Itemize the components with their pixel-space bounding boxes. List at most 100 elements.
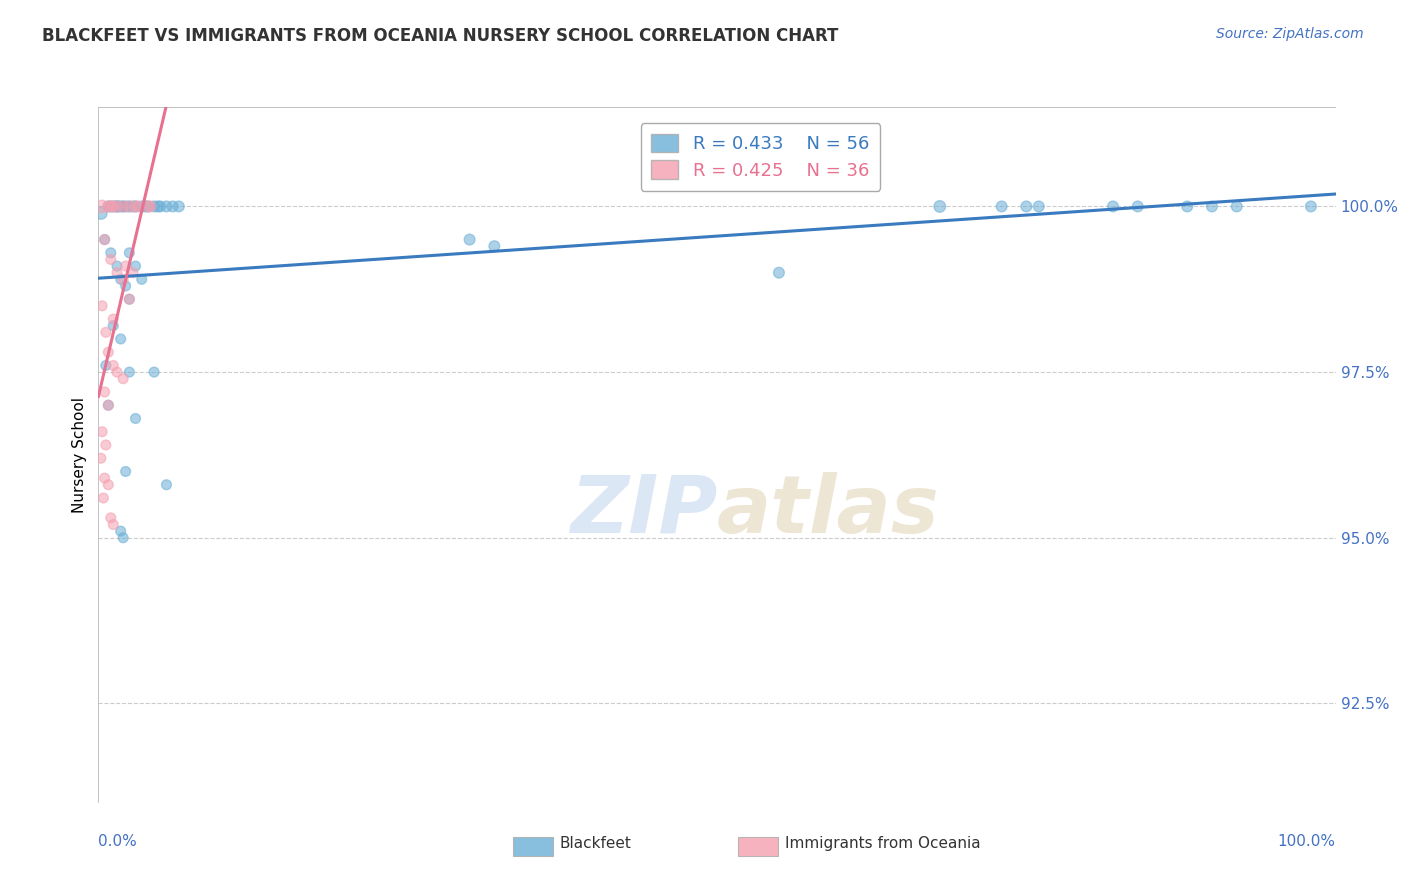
Point (134, 199, 156, 213)
Point (114, 199, 136, 213)
Point (143, 199, 166, 213)
Point (1226, 199, 1249, 213)
Point (155, 199, 177, 213)
Point (110, 199, 132, 213)
Point (1028, 199, 1050, 213)
Point (97, 398, 120, 412)
Text: 0.0%: 0.0% (98, 834, 138, 849)
Point (94, 438, 117, 452)
Point (91, 425, 114, 439)
Point (100, 245, 122, 260)
Point (112, 199, 135, 213)
Point (103, 318, 125, 333)
Point (136, 199, 159, 213)
Point (124, 411, 146, 425)
Point (146, 199, 169, 213)
Legend: R = 0.433    N = 56, R = 0.425    N = 36: R = 0.433 N = 56, R = 0.425 N = 36 (641, 123, 880, 191)
Text: 100.0%: 100.0% (1278, 834, 1336, 849)
Point (118, 292, 141, 306)
Text: Immigrants from Oceania: Immigrants from Oceania (785, 837, 980, 851)
Point (100, 199, 122, 213)
Point (114, 279, 136, 293)
Point (1126, 199, 1149, 213)
Point (91, 299, 114, 313)
Point (143, 365, 166, 379)
Point (118, 199, 141, 213)
Point (105, 199, 128, 213)
Point (136, 199, 159, 213)
Point (112, 199, 135, 213)
Point (97, 345, 120, 359)
Point (458, 233, 481, 247)
Point (91, 199, 114, 213)
Point (162, 199, 184, 213)
Point (124, 199, 146, 213)
Point (94, 359, 117, 373)
Point (1102, 199, 1125, 213)
Point (768, 266, 790, 280)
Text: atlas: atlas (717, 472, 939, 549)
Point (90, 451, 112, 466)
Point (118, 199, 141, 213)
Point (93, 233, 115, 247)
Point (105, 199, 128, 213)
Point (103, 312, 125, 326)
Point (93, 384, 115, 399)
Point (93, 491, 115, 505)
Point (1175, 199, 1198, 213)
Point (167, 199, 190, 213)
Y-axis label: Nursery School: Nursery School (72, 397, 87, 513)
Point (103, 199, 125, 213)
Point (990, 199, 1012, 213)
Point (103, 199, 125, 213)
Point (131, 199, 153, 213)
Point (118, 365, 141, 379)
Point (122, 199, 145, 213)
Point (105, 266, 128, 280)
Point (110, 332, 132, 346)
Point (149, 199, 172, 213)
Point (100, 199, 122, 213)
Point (112, 531, 135, 545)
Point (93, 233, 115, 247)
Text: Source: ZipAtlas.com: Source: ZipAtlas.com (1216, 27, 1364, 41)
Point (97, 398, 120, 412)
Point (110, 272, 132, 286)
Point (103, 517, 125, 532)
Point (105, 365, 128, 379)
Point (112, 272, 135, 286)
Point (97, 199, 120, 213)
Point (118, 292, 141, 306)
Point (155, 477, 177, 491)
Point (124, 199, 146, 213)
Point (94, 326, 117, 340)
Point (928, 199, 950, 213)
Point (114, 465, 136, 479)
Point (90, 206, 112, 220)
Point (100, 511, 122, 525)
Point (484, 239, 506, 253)
Point (114, 259, 136, 273)
Point (118, 245, 141, 260)
Point (100, 252, 122, 267)
Text: ZIP: ZIP (569, 472, 717, 549)
Point (105, 259, 128, 273)
Point (97, 199, 120, 213)
Point (1299, 199, 1322, 213)
Point (124, 259, 146, 273)
Point (122, 266, 145, 280)
Text: Blackfeet: Blackfeet (560, 837, 631, 851)
Point (131, 272, 153, 286)
Point (104, 199, 127, 213)
Text: BLACKFEET VS IMMIGRANTS FROM OCEANIA NURSERY SCHOOL CORRELATION CHART: BLACKFEET VS IMMIGRANTS FROM OCEANIA NUR… (42, 27, 838, 45)
Point (97, 477, 120, 491)
Point (139, 199, 162, 213)
Point (127, 199, 149, 213)
Point (1201, 199, 1223, 213)
Point (93, 471, 115, 485)
Point (110, 524, 132, 538)
Point (112, 372, 135, 386)
Point (103, 359, 125, 373)
Point (1015, 199, 1038, 213)
Point (107, 199, 129, 213)
